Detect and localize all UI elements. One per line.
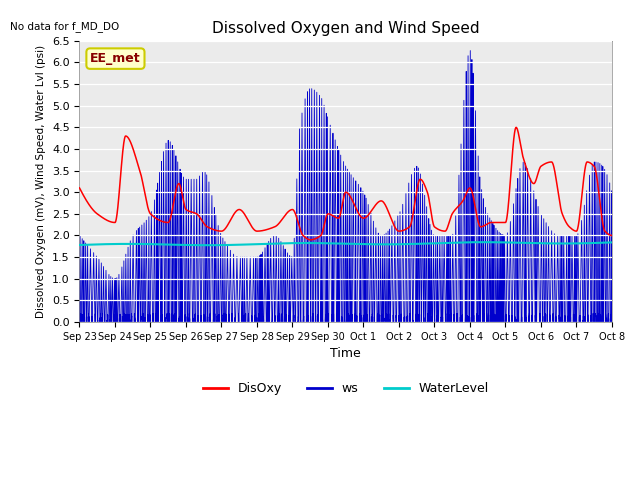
ws — [608, 319, 616, 325]
DisOxy — [607, 233, 615, 239]
ws — [172, 314, 179, 320]
DisOxy — [495, 220, 503, 226]
Line: ws: ws — [79, 50, 612, 322]
Legend: DisOxy, ws, WaterLevel: DisOxy, ws, WaterLevel — [198, 377, 494, 400]
Line: WaterLevel: WaterLevel — [79, 242, 612, 245]
Line: DisOxy: DisOxy — [79, 127, 612, 240]
DisOxy — [608, 233, 616, 239]
WaterLevel — [76, 242, 83, 248]
DisOxy — [172, 192, 179, 197]
DisOxy — [436, 227, 444, 233]
WaterLevel — [326, 240, 333, 246]
WaterLevel — [172, 242, 179, 248]
ws — [495, 229, 503, 235]
ws — [465, 281, 473, 287]
WaterLevel — [608, 240, 616, 245]
ws — [607, 319, 615, 325]
WaterLevel — [607, 240, 615, 245]
WaterLevel — [479, 240, 487, 245]
WaterLevel — [495, 240, 503, 245]
ws — [76, 319, 83, 325]
DisOxy — [326, 211, 333, 217]
ws — [467, 48, 474, 53]
DisOxy — [307, 237, 314, 243]
X-axis label: Time: Time — [330, 347, 361, 360]
ws — [435, 267, 443, 273]
DisOxy — [76, 185, 83, 191]
ws — [326, 204, 333, 210]
Text: No data for f_MD_DO: No data for f_MD_DO — [10, 21, 120, 32]
WaterLevel — [204, 242, 212, 248]
Title: Dissolved Oxygen and Wind Speed: Dissolved Oxygen and Wind Speed — [212, 21, 479, 36]
WaterLevel — [465, 240, 473, 245]
Y-axis label: Dissolved Oxygen (mV), Wind Speed, Water Lvl (psi): Dissolved Oxygen (mV), Wind Speed, Water… — [36, 45, 47, 318]
WaterLevel — [436, 240, 444, 246]
DisOxy — [465, 186, 473, 192]
Text: EE_met: EE_met — [90, 52, 141, 65]
DisOxy — [512, 124, 520, 130]
